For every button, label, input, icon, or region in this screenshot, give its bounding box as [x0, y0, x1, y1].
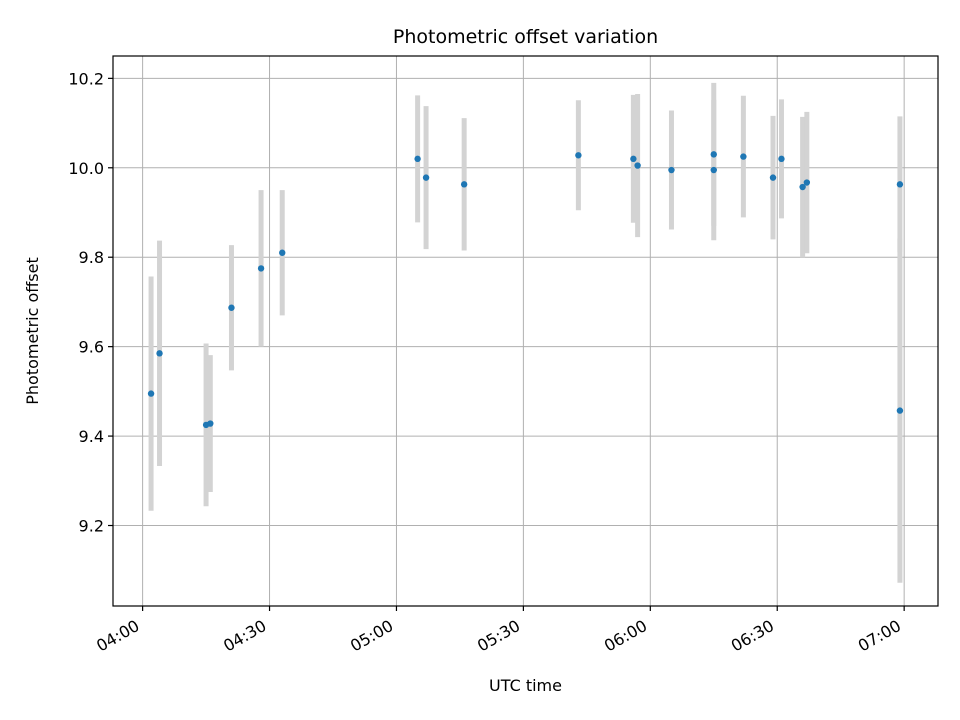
data-point [799, 183, 806, 191]
y-tick-label: 10.0 [68, 159, 104, 178]
x-tick-label: 05:30 [474, 616, 523, 656]
data-point [710, 166, 717, 174]
data-point [147, 390, 155, 397]
x-tick-label: 07:00 [855, 616, 904, 656]
data-point [769, 174, 777, 181]
data-point [228, 304, 235, 311]
data-point [414, 155, 421, 163]
y-tick-label: 9.2 [79, 517, 104, 536]
data-point [803, 179, 811, 186]
y-tick-label: 10.2 [68, 69, 104, 88]
data-point [279, 249, 286, 256]
y-tick-label: 9.8 [79, 248, 104, 267]
data-point [740, 153, 747, 160]
data-point [156, 350, 163, 357]
y-axis-ticks: 9.2 9.4 9.6 9.8 10.0 10.2 [68, 69, 113, 536]
chart-title: Photometric offset variation [393, 26, 658, 48]
x-tick-label: 06:00 [601, 616, 650, 656]
x-axis-ticks: 04:00 04:30 05:00 05:30 06:00 06:30 07:00 [93, 606, 905, 656]
data-point [460, 181, 468, 188]
data-point [668, 166, 675, 174]
data-point [896, 407, 904, 414]
x-tick-label: 06:30 [728, 616, 777, 656]
y-tick-label: 9.4 [79, 427, 104, 446]
data-point [710, 151, 717, 158]
plot-frame [112, 55, 939, 607]
data-point [778, 155, 785, 163]
y-axis-title: Photometric offset [23, 257, 42, 405]
data-point [896, 181, 904, 188]
data-point [634, 162, 641, 169]
grid [113, 56, 938, 606]
data-points [147, 151, 904, 429]
error-bars [148, 82, 903, 583]
data-point [575, 152, 582, 159]
data-point [630, 155, 637, 163]
data-point [207, 420, 214, 427]
x-tick-label: 05:00 [347, 616, 396, 656]
x-axis-title: UTC time [489, 676, 562, 695]
y-tick-label: 9.6 [79, 338, 104, 357]
x-tick-label: 04:30 [220, 616, 269, 656]
data-point [257, 265, 265, 272]
x-tick-label: 04:00 [93, 616, 142, 656]
data-point [422, 174, 430, 181]
